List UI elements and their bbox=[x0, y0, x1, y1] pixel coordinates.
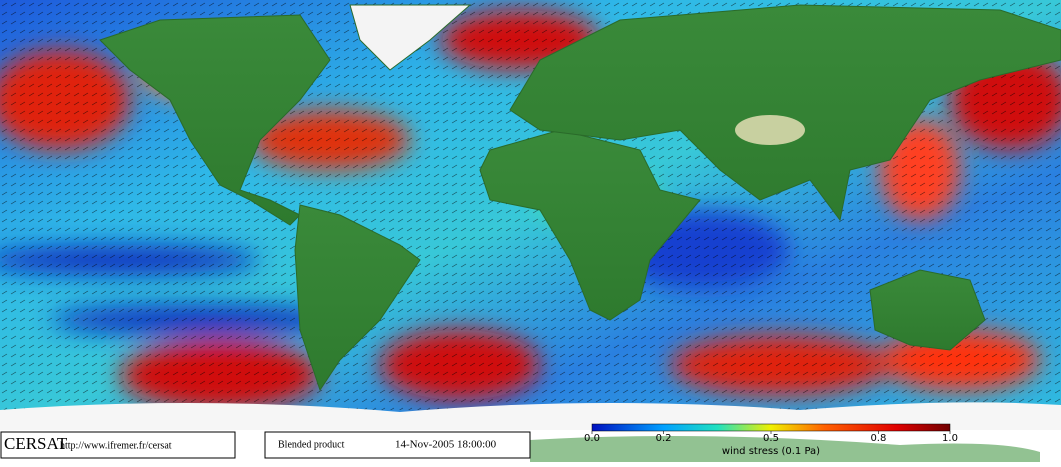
colorbar-tick-label: 0.0 bbox=[584, 433, 600, 444]
brand-url: http://www.ifremer.fr/cersat bbox=[60, 440, 172, 451]
colorbar-label: wind stress (0.1 Pa) bbox=[722, 446, 820, 457]
footer-land bbox=[530, 436, 1040, 462]
brand-name: CERSAT bbox=[4, 434, 68, 453]
colorbar-tick-label: 0.5 bbox=[763, 433, 779, 444]
timestamp: 14-Nov-2005 18:00:00 bbox=[395, 439, 497, 451]
colorbar bbox=[591, 423, 951, 432]
colorbar-tick-label: 0.2 bbox=[656, 433, 672, 444]
continents bbox=[99, 4, 1061, 392]
product-label: Blended product bbox=[278, 439, 345, 450]
branding-box bbox=[0, 431, 236, 459]
antarctica bbox=[0, 402, 1061, 430]
colorbar-tick-label: 0.8 bbox=[870, 433, 886, 444]
product-box bbox=[264, 431, 531, 459]
colorbar-tick-label: 1.0 bbox=[942, 433, 958, 444]
